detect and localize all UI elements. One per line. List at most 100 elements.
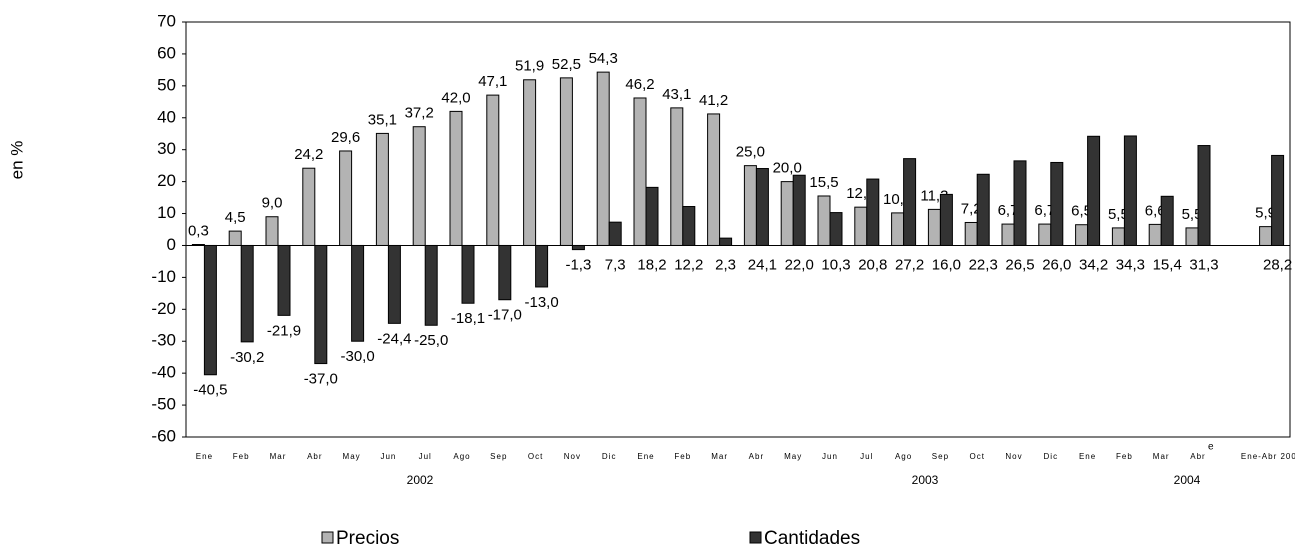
y-axis-label: en % (7, 141, 26, 180)
bar (339, 150, 353, 246)
value-label: 31,3 (1189, 256, 1218, 273)
value-label: 15,4 (1153, 256, 1182, 273)
x-tick-label: Oct (528, 452, 543, 461)
bar (277, 244, 291, 316)
bar (1087, 135, 1101, 246)
bar (523, 79, 537, 246)
bar (1013, 160, 1027, 246)
value-label: 29,6 (331, 129, 360, 146)
bar (191, 244, 205, 246)
bar (535, 244, 549, 288)
bar (240, 244, 254, 343)
bar (1123, 135, 1137, 246)
value-label: 6,6 (1145, 202, 1166, 219)
value-label: 28,2 (1263, 256, 1292, 273)
bar (1259, 226, 1273, 246)
value-label: 22,3 (969, 256, 998, 273)
bar (498, 244, 512, 301)
bar (412, 126, 426, 246)
x-tick-label: Oct (969, 452, 984, 461)
value-label: -24,4 (377, 330, 411, 347)
x-tick-label: Sep (490, 452, 507, 461)
x-tick-label: Jun (822, 452, 838, 461)
value-label: 10,3 (821, 256, 850, 273)
bar (927, 208, 941, 246)
y-tick-label: 10 (157, 203, 176, 222)
bar (670, 107, 684, 246)
group-label: 2002 (407, 473, 434, 487)
plot-frame (185, 21, 1291, 438)
value-label: 5,5 (1182, 206, 1203, 223)
bar (596, 71, 610, 246)
value-label: 6,5 (1071, 203, 1092, 220)
x-tick-label: Abr (749, 452, 764, 461)
value-label: -1,3 (565, 257, 591, 274)
y-tick-label: -40 (151, 363, 176, 382)
value-label: 12,2 (674, 256, 703, 273)
bar (719, 237, 733, 246)
value-label: 7,2 (961, 200, 982, 217)
bar (633, 97, 647, 246)
value-label: -21,9 (267, 322, 301, 339)
x-tick-label: Dic (602, 452, 617, 461)
x-tick-label: Nov (564, 452, 581, 461)
value-label: 43,1 (662, 86, 691, 103)
bar (707, 113, 721, 246)
y-tick-label: 40 (157, 107, 176, 126)
x-tick-label: Mar (1153, 452, 1170, 461)
value-label: 16,0 (932, 256, 961, 273)
bar (314, 244, 328, 365)
value-label: -40,5 (193, 382, 227, 399)
bar (302, 167, 316, 246)
bar (449, 110, 463, 246)
bar (755, 168, 769, 246)
y-tick-label: -60 (151, 426, 176, 445)
x-tick-label: Abr (1190, 452, 1205, 461)
x-tick-label: Ene (196, 452, 213, 461)
x-tick-label: Feb (1116, 452, 1133, 461)
value-label: 37,2 (405, 105, 434, 122)
bar (461, 244, 475, 304)
y-tick-label: -50 (151, 395, 176, 414)
bar (1197, 145, 1211, 246)
y-tick-label: -30 (151, 331, 176, 350)
x-tick-label: May (784, 452, 802, 461)
legend-swatch (321, 531, 334, 544)
bar (228, 230, 242, 246)
value-label: -30,2 (230, 349, 264, 366)
bar (792, 174, 806, 246)
x-tick-label: Jul (419, 452, 432, 461)
x-tick-label: Abr (307, 452, 322, 461)
group-label: 2003 (912, 473, 939, 487)
value-label: 24,2 (294, 146, 323, 163)
y-tick-label: 50 (157, 75, 176, 94)
y-tick-label: 0 (167, 235, 176, 254)
bar (817, 195, 831, 246)
bar (1050, 161, 1064, 246)
value-label: 52,5 (552, 56, 581, 73)
value-label: 25,0 (736, 144, 765, 161)
value-label: 5,9 (1255, 205, 1276, 222)
value-label: 24,1 (748, 256, 777, 273)
bar (265, 216, 279, 246)
bar (866, 178, 880, 246)
bar (1271, 154, 1285, 246)
value-label: -37,0 (304, 371, 338, 388)
bar (424, 244, 438, 326)
bar (486, 94, 500, 246)
x-tick-label: Ago (453, 452, 470, 461)
bar (780, 181, 794, 246)
value-label: 4,5 (225, 209, 246, 226)
value-label: 42,0 (441, 89, 470, 106)
bar (1001, 223, 1015, 246)
value-label: 9,0 (262, 195, 283, 212)
x-tick-label: Ene (1079, 452, 1096, 461)
bar (891, 212, 905, 246)
bar (608, 221, 622, 246)
bar (1160, 195, 1174, 246)
value-label: -17,0 (488, 307, 522, 324)
bar (939, 193, 953, 246)
value-label: 7,3 (605, 256, 626, 273)
value-label: 20,8 (858, 256, 887, 273)
